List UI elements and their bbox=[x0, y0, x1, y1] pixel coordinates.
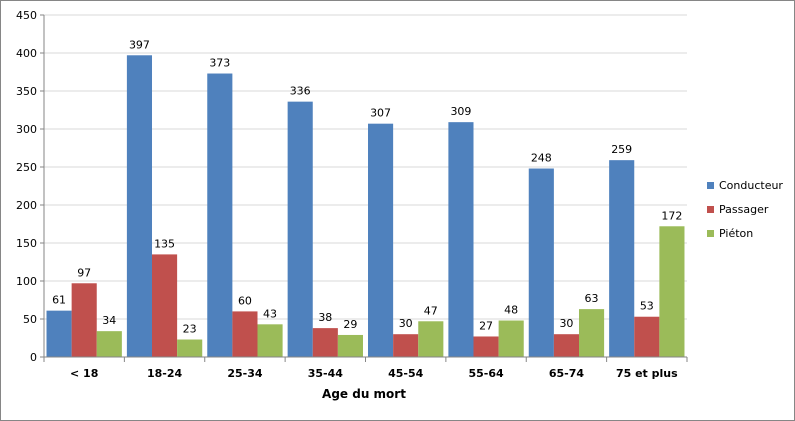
x-tick-label: 65-74 bbox=[549, 367, 585, 380]
y-tick-label: 50 bbox=[23, 313, 37, 326]
data-label: 307 bbox=[370, 107, 391, 120]
data-label: 135 bbox=[154, 237, 175, 250]
y-tick-label: 250 bbox=[16, 161, 37, 174]
data-label: 30 bbox=[399, 317, 413, 330]
bar-passager bbox=[473, 336, 499, 357]
bar-passager bbox=[393, 334, 419, 357]
data-label: 172 bbox=[661, 209, 682, 222]
x-tick-label: 45-54 bbox=[388, 367, 424, 380]
y-tick-label: 150 bbox=[16, 237, 37, 250]
bar-piéton bbox=[498, 320, 524, 357]
y-tick-label: 400 bbox=[16, 47, 37, 60]
data-label: 43 bbox=[263, 307, 277, 320]
x-tick-label: 35-44 bbox=[308, 367, 344, 380]
data-label: 61 bbox=[52, 294, 66, 307]
x-tick-label: 75 et plus bbox=[616, 367, 678, 380]
data-label: 60 bbox=[238, 294, 252, 307]
data-label: 397 bbox=[129, 38, 150, 51]
legend-label: Piéton bbox=[719, 227, 753, 240]
bar-conducteur bbox=[207, 73, 233, 358]
y-tick-label: 100 bbox=[16, 275, 37, 288]
x-tick-label: 25-34 bbox=[227, 367, 263, 380]
x-tick-labels: < 18 18-24 25-34 35-44 45-54 55-64 65-74 75 et … bbox=[70, 367, 678, 380]
legend-swatch bbox=[707, 230, 714, 237]
data-label: 27 bbox=[479, 319, 493, 332]
x-tick-label: 18-24 bbox=[147, 367, 183, 380]
bar-conducteur bbox=[287, 101, 313, 357]
bar-piéton bbox=[96, 331, 122, 357]
y-tick-label: 0 bbox=[30, 351, 37, 364]
legend-swatch bbox=[707, 182, 714, 189]
data-labels: 61 97 34 397 135 23 373 60 43 336 38 29 307 30 47 309 27… bbox=[52, 38, 682, 335]
axes bbox=[43, 15, 688, 362]
bar-piéton bbox=[659, 226, 685, 357]
bar-piéton bbox=[578, 309, 605, 357]
legend: Conducteur Passager Piéton bbox=[707, 179, 783, 240]
bar-passager bbox=[312, 328, 338, 357]
bar-passager bbox=[634, 316, 660, 357]
legend-label: Passager bbox=[719, 203, 769, 216]
data-label: 63 bbox=[585, 292, 599, 305]
bar-conducteur bbox=[46, 310, 72, 357]
y-tick-label: 350 bbox=[16, 85, 37, 98]
data-label: 248 bbox=[531, 152, 552, 165]
data-label: 53 bbox=[640, 300, 654, 313]
bar-piéton bbox=[257, 324, 283, 357]
bar-conducteur bbox=[368, 123, 394, 358]
x-tick-label: 55-64 bbox=[468, 367, 504, 380]
data-label: 373 bbox=[209, 57, 230, 70]
legend-label: Conducteur bbox=[719, 179, 783, 192]
bar-passager bbox=[71, 283, 97, 357]
legend-swatch bbox=[707, 206, 714, 213]
y-tick-label: 450 bbox=[16, 9, 37, 22]
data-label: 23 bbox=[183, 323, 197, 336]
x-tick-label: < 18 bbox=[70, 367, 98, 380]
y-tick-label: 300 bbox=[16, 123, 37, 136]
data-label: 309 bbox=[450, 105, 471, 118]
data-label: 47 bbox=[424, 304, 438, 317]
bar-passager bbox=[232, 311, 258, 357]
data-label: 48 bbox=[504, 304, 518, 317]
bars bbox=[46, 55, 685, 358]
y-tick-labels: 0 50 100 150 200 250 300 350 400 450 bbox=[16, 9, 37, 364]
data-label: 259 bbox=[611, 143, 632, 156]
bar-conducteur bbox=[528, 168, 554, 357]
data-label: 38 bbox=[318, 311, 332, 324]
bar-conducteur bbox=[609, 160, 635, 357]
bar-piéton bbox=[337, 334, 363, 357]
bar-piéton bbox=[418, 321, 444, 357]
bar-conducteur bbox=[126, 55, 153, 357]
data-label: 336 bbox=[290, 85, 311, 98]
y-tick-label: 200 bbox=[16, 199, 37, 212]
bar-conducteur bbox=[448, 122, 474, 357]
bar-piéton bbox=[177, 339, 203, 357]
data-label: 34 bbox=[102, 314, 116, 327]
data-label: 29 bbox=[343, 318, 357, 331]
x-axis-title: Age du mort bbox=[322, 387, 406, 401]
bar-passager bbox=[152, 254, 178, 357]
data-label: 97 bbox=[77, 266, 91, 279]
data-label: 30 bbox=[559, 317, 573, 330]
bar-passager bbox=[553, 334, 579, 357]
